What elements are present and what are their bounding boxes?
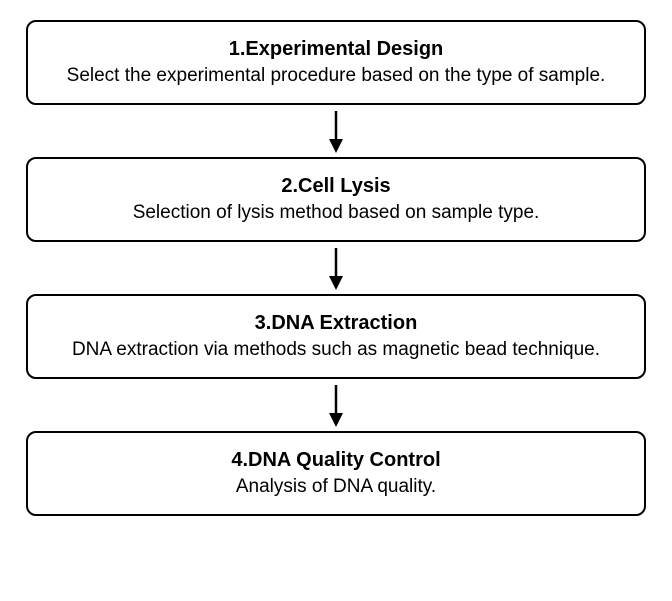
flowchart-container: 1.Experimental Design Select the experim… xyxy=(0,20,672,516)
node-title: 4.DNA Quality Control xyxy=(48,449,624,472)
flow-node-2: 2.Cell Lysis Selection of lysis method b… xyxy=(26,157,646,242)
node-title: 2.Cell Lysis xyxy=(48,175,624,198)
flow-node-3: 3.DNA Extraction DNA extraction via meth… xyxy=(26,294,646,379)
flow-node-1: 1.Experimental Design Select the experim… xyxy=(26,20,646,105)
node-description: Selection of lysis method based on sampl… xyxy=(48,202,624,224)
arrow-down-icon xyxy=(321,379,351,431)
node-title: 1.Experimental Design xyxy=(48,38,624,61)
node-title: 3.DNA Extraction xyxy=(48,312,624,335)
arrow-down-icon xyxy=(321,242,351,294)
node-description: DNA extraction via methods such as magne… xyxy=(48,339,624,361)
flow-node-4: 4.DNA Quality Control Analysis of DNA qu… xyxy=(26,431,646,516)
node-description: Select the experimental procedure based … xyxy=(48,65,624,87)
node-description: Analysis of DNA quality. xyxy=(48,476,624,498)
arrow-down-icon xyxy=(321,105,351,157)
